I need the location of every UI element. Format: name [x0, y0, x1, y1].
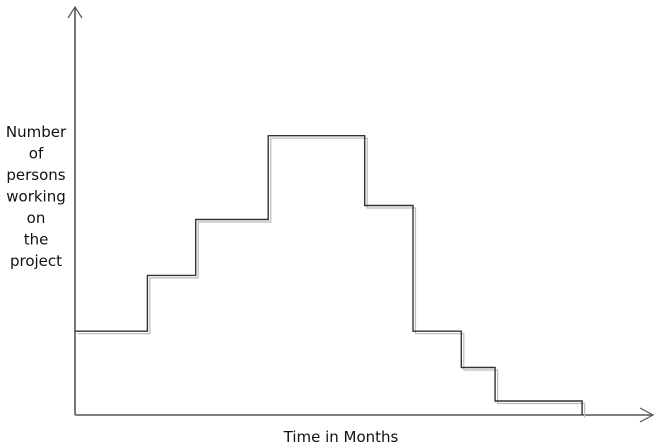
x-axis-arrow-icon	[639, 407, 655, 423]
y-axis-label-line: Number	[6, 123, 67, 141]
y-axis-label: Number of persons working on the project	[6, 123, 67, 270]
y-axis-label-line: the	[24, 231, 49, 249]
y-axis-label-line: working	[6, 188, 66, 206]
y-axis-label-line: of	[29, 145, 44, 163]
y-axis-label-line: persons	[6, 166, 65, 184]
y-axis-label-line: on	[27, 209, 46, 227]
x-axis-label: Time in Months	[283, 428, 399, 446]
series-line-shadow	[77, 137, 586, 418]
y-axis-label-line: project	[10, 252, 62, 270]
series-group	[75, 134, 586, 418]
series-line	[75, 134, 583, 415]
y-axis-arrow-icon	[67, 5, 83, 19]
